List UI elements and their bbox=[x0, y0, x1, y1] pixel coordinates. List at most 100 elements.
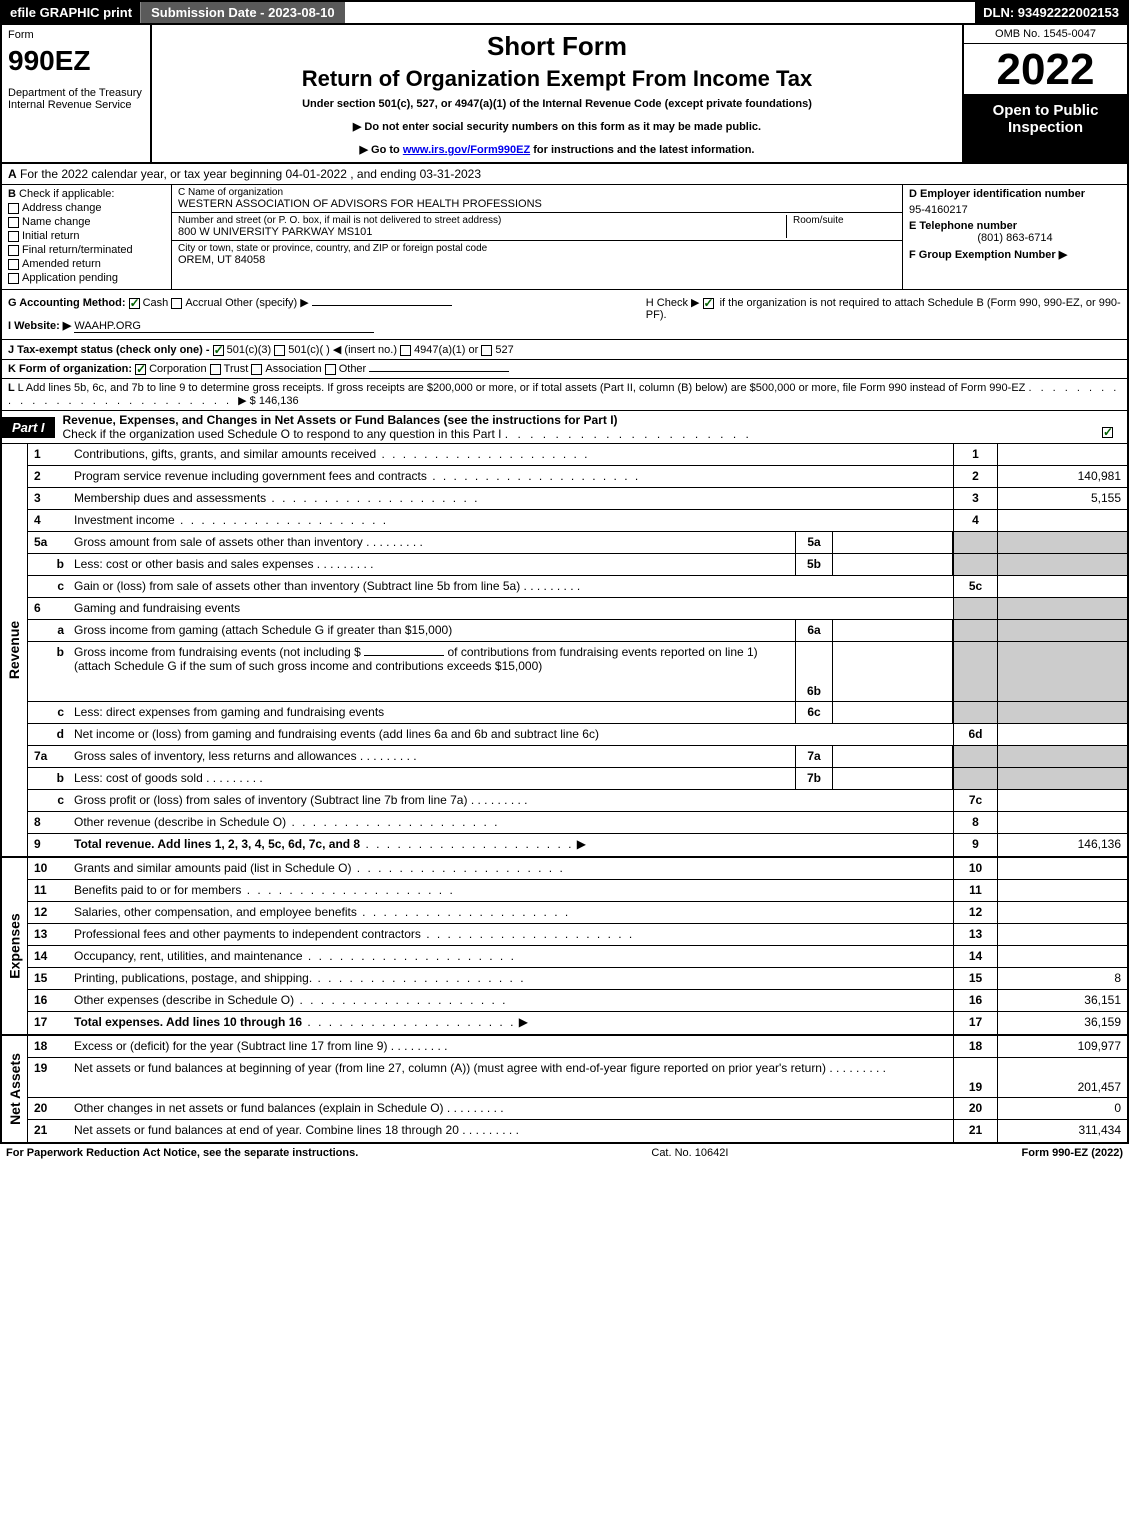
l7b-subval bbox=[833, 768, 953, 789]
chk-amended-lbl: Amended return bbox=[22, 258, 101, 270]
l21-val: 311,434 bbox=[997, 1120, 1127, 1142]
chk-name[interactable]: Name change bbox=[8, 216, 165, 228]
l20-desc: Other changes in net assets or fund bala… bbox=[74, 1101, 444, 1115]
l6a-subval bbox=[833, 620, 953, 641]
l15-val: 8 bbox=[997, 968, 1127, 989]
open-public: Open to Public Inspection bbox=[964, 96, 1127, 162]
chk-pending[interactable]: Application pending bbox=[8, 272, 165, 284]
col-b: B Check if applicable: Address change Na… bbox=[2, 185, 172, 289]
checkbox-corp-icon[interactable] bbox=[135, 364, 146, 375]
city-lbl: City or town, state or province, country… bbox=[178, 243, 896, 254]
e-tel-lbl: E Telephone number bbox=[909, 220, 1017, 232]
checkbox-cash-icon[interactable] bbox=[129, 298, 140, 309]
g-text: G Accounting Method: bbox=[8, 297, 126, 309]
f-grp-text: F Group Exemption Number ▶ bbox=[909, 249, 1067, 261]
dept-treasury: Department of the Treasury bbox=[8, 87, 144, 99]
l5c-desc: Gain or (loss) from sale of assets other… bbox=[74, 579, 520, 593]
header-center: Short Form Return of Organization Exempt… bbox=[152, 25, 962, 162]
g-accounting: G Accounting Method: Cash Accrual Other … bbox=[8, 296, 626, 333]
j-527: 527 bbox=[495, 344, 513, 356]
checkbox-h-icon[interactable] bbox=[703, 298, 714, 309]
l6b-blank[interactable] bbox=[364, 655, 444, 656]
checkbox-4947-icon[interactable] bbox=[400, 345, 411, 356]
l10-val bbox=[997, 858, 1127, 879]
line-16: 16Other expenses (describe in Schedule O… bbox=[28, 990, 1127, 1012]
l18-val: 109,977 bbox=[997, 1036, 1127, 1057]
l8-val bbox=[997, 812, 1127, 833]
line-3: 3Membership dues and assessments35,155 bbox=[28, 488, 1127, 510]
h-text: H Check ▶ bbox=[646, 297, 700, 309]
side-net-text: Net Assets bbox=[7, 1053, 23, 1125]
revenue-lines: 1Contributions, gifts, grants, and simil… bbox=[28, 444, 1127, 856]
irs-link[interactable]: www.irs.gov/Form990EZ bbox=[403, 144, 530, 156]
line-7a: 7aGross sales of inventory, less returns… bbox=[28, 746, 1127, 768]
line-9: 9Total revenue. Add lines 1, 2, 3, 4, 5c… bbox=[28, 834, 1127, 856]
line-4: 4Investment income4 bbox=[28, 510, 1127, 532]
line-14: 14Occupancy, rent, utilities, and mainte… bbox=[28, 946, 1127, 968]
checkbox-accrual-icon[interactable] bbox=[171, 298, 182, 309]
l6a-desc: Gross income from gaming (attach Schedul… bbox=[74, 623, 452, 637]
chk-amended[interactable]: Amended return bbox=[8, 258, 165, 270]
omb-number: OMB No. 1545-0047 bbox=[964, 25, 1127, 44]
g-other-line[interactable] bbox=[312, 305, 452, 306]
l13-val bbox=[997, 924, 1127, 945]
b-label: B bbox=[8, 188, 16, 200]
part-i-label: Part I bbox=[2, 417, 55, 438]
l14-desc: Occupancy, rent, utilities, and maintena… bbox=[74, 949, 303, 963]
l19-val: 201,457 bbox=[997, 1058, 1127, 1097]
h-check: H Check ▶ if the organization is not req… bbox=[646, 296, 1121, 333]
l9-desc: Total revenue. Add lines 1, 2, 3, 4, 5c,… bbox=[74, 837, 360, 851]
l1-desc: Contributions, gifts, grants, and simila… bbox=[74, 447, 376, 461]
line-12: 12Salaries, other compensation, and empl… bbox=[28, 902, 1127, 924]
f-grp-lbl: F Group Exemption Number ▶ bbox=[909, 248, 1121, 261]
return-title: Return of Organization Exempt From Incom… bbox=[158, 66, 956, 92]
chk-address[interactable]: Address change bbox=[8, 202, 165, 214]
checkbox-trust-icon[interactable] bbox=[210, 364, 221, 375]
street-row: Number and street (or P. O. box, if mail… bbox=[172, 213, 902, 241]
e-tel: (801) 863-6714 bbox=[909, 232, 1121, 244]
j-text: J Tax-exempt status (check only one) - bbox=[8, 344, 210, 356]
page-footer: For Paperwork Reduction Act Notice, see … bbox=[0, 1144, 1129, 1162]
form-word: Form bbox=[8, 29, 144, 41]
line-18: 18Excess or (deficit) for the year (Subt… bbox=[28, 1036, 1127, 1058]
l20-val: 0 bbox=[997, 1098, 1127, 1119]
checkbox-501c3-icon[interactable] bbox=[213, 345, 224, 356]
i-website: I Website: ▶ WAAHP.ORG bbox=[8, 319, 626, 333]
checkbox-527-icon[interactable] bbox=[481, 345, 492, 356]
col-d-e-f: D Employer identification number 95-4160… bbox=[902, 185, 1127, 289]
b-title: B Check if applicable: bbox=[8, 188, 165, 200]
checkbox-parti-icon[interactable] bbox=[1102, 427, 1113, 438]
line-5a: 5aGross amount from sale of assets other… bbox=[28, 532, 1127, 554]
row-a: A For the 2022 calendar year, or tax yea… bbox=[0, 164, 1129, 185]
checkbox-icon bbox=[8, 203, 19, 214]
checkbox-icon bbox=[8, 259, 19, 270]
l3-desc: Membership dues and assessments bbox=[74, 491, 266, 505]
line-21: 21Net assets or fund balances at end of … bbox=[28, 1120, 1127, 1142]
row-l: L L Add lines 5b, 6c, and 7b to line 9 t… bbox=[0, 379, 1129, 411]
submission-date: Submission Date - 2023-08-10 bbox=[140, 2, 345, 23]
tax-year: 2022 bbox=[964, 44, 1127, 96]
header-left: Form 990EZ Department of the Treasury In… bbox=[2, 25, 152, 162]
l-text: L Add lines 5b, 6c, and 7b to line 9 to … bbox=[18, 382, 1026, 394]
chk-initial[interactable]: Initial return bbox=[8, 230, 165, 242]
l11-desc: Benefits paid to or for members bbox=[74, 883, 241, 897]
k-other-line[interactable] bbox=[369, 371, 509, 372]
part-i-bar: Part I Revenue, Expenses, and Changes in… bbox=[0, 411, 1129, 444]
checkbox-501c-icon[interactable] bbox=[274, 345, 285, 356]
chk-final[interactable]: Final return/terminated bbox=[8, 244, 165, 256]
line-11: 11Benefits paid to or for members11 bbox=[28, 880, 1127, 902]
l11-val bbox=[997, 880, 1127, 901]
checkbox-assoc-icon[interactable] bbox=[251, 364, 262, 375]
l7c-desc: Gross profit or (loss) from sales of inv… bbox=[74, 793, 467, 807]
checkbox-other-icon[interactable] bbox=[325, 364, 336, 375]
l1-val bbox=[997, 444, 1127, 465]
l12-desc: Salaries, other compensation, and employ… bbox=[74, 905, 357, 919]
chk-initial-lbl: Initial return bbox=[22, 230, 79, 242]
l4-desc: Investment income bbox=[74, 513, 175, 527]
d-ein-lbl: D Employer identification number bbox=[909, 188, 1085, 200]
org-name-row: C Name of organization WESTERN ASSOCIATI… bbox=[172, 185, 902, 213]
city-row: City or town, state or province, country… bbox=[172, 241, 902, 268]
l17-val: 36,159 bbox=[997, 1012, 1127, 1034]
part-i-title-text: Revenue, Expenses, and Changes in Net As… bbox=[63, 413, 618, 427]
netassets-table: Net Assets 18Excess or (deficit) for the… bbox=[0, 1036, 1129, 1144]
